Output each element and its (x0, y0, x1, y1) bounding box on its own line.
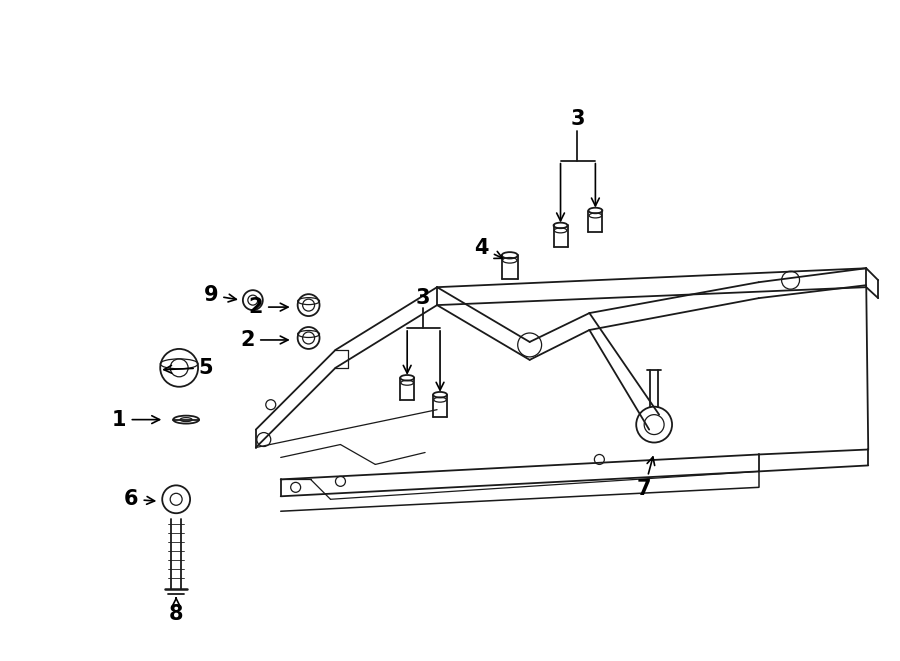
Circle shape (636, 407, 672, 442)
Text: 4: 4 (474, 239, 502, 258)
Text: 8: 8 (169, 598, 184, 624)
Text: 6: 6 (124, 489, 155, 509)
Text: 3: 3 (571, 109, 585, 129)
Text: 1: 1 (112, 410, 159, 430)
Text: 7: 7 (637, 457, 654, 499)
Text: 3: 3 (416, 288, 430, 308)
Text: 5: 5 (164, 358, 213, 378)
Text: 2: 2 (240, 330, 288, 350)
Text: 2: 2 (248, 297, 288, 317)
Text: 9: 9 (203, 285, 237, 305)
